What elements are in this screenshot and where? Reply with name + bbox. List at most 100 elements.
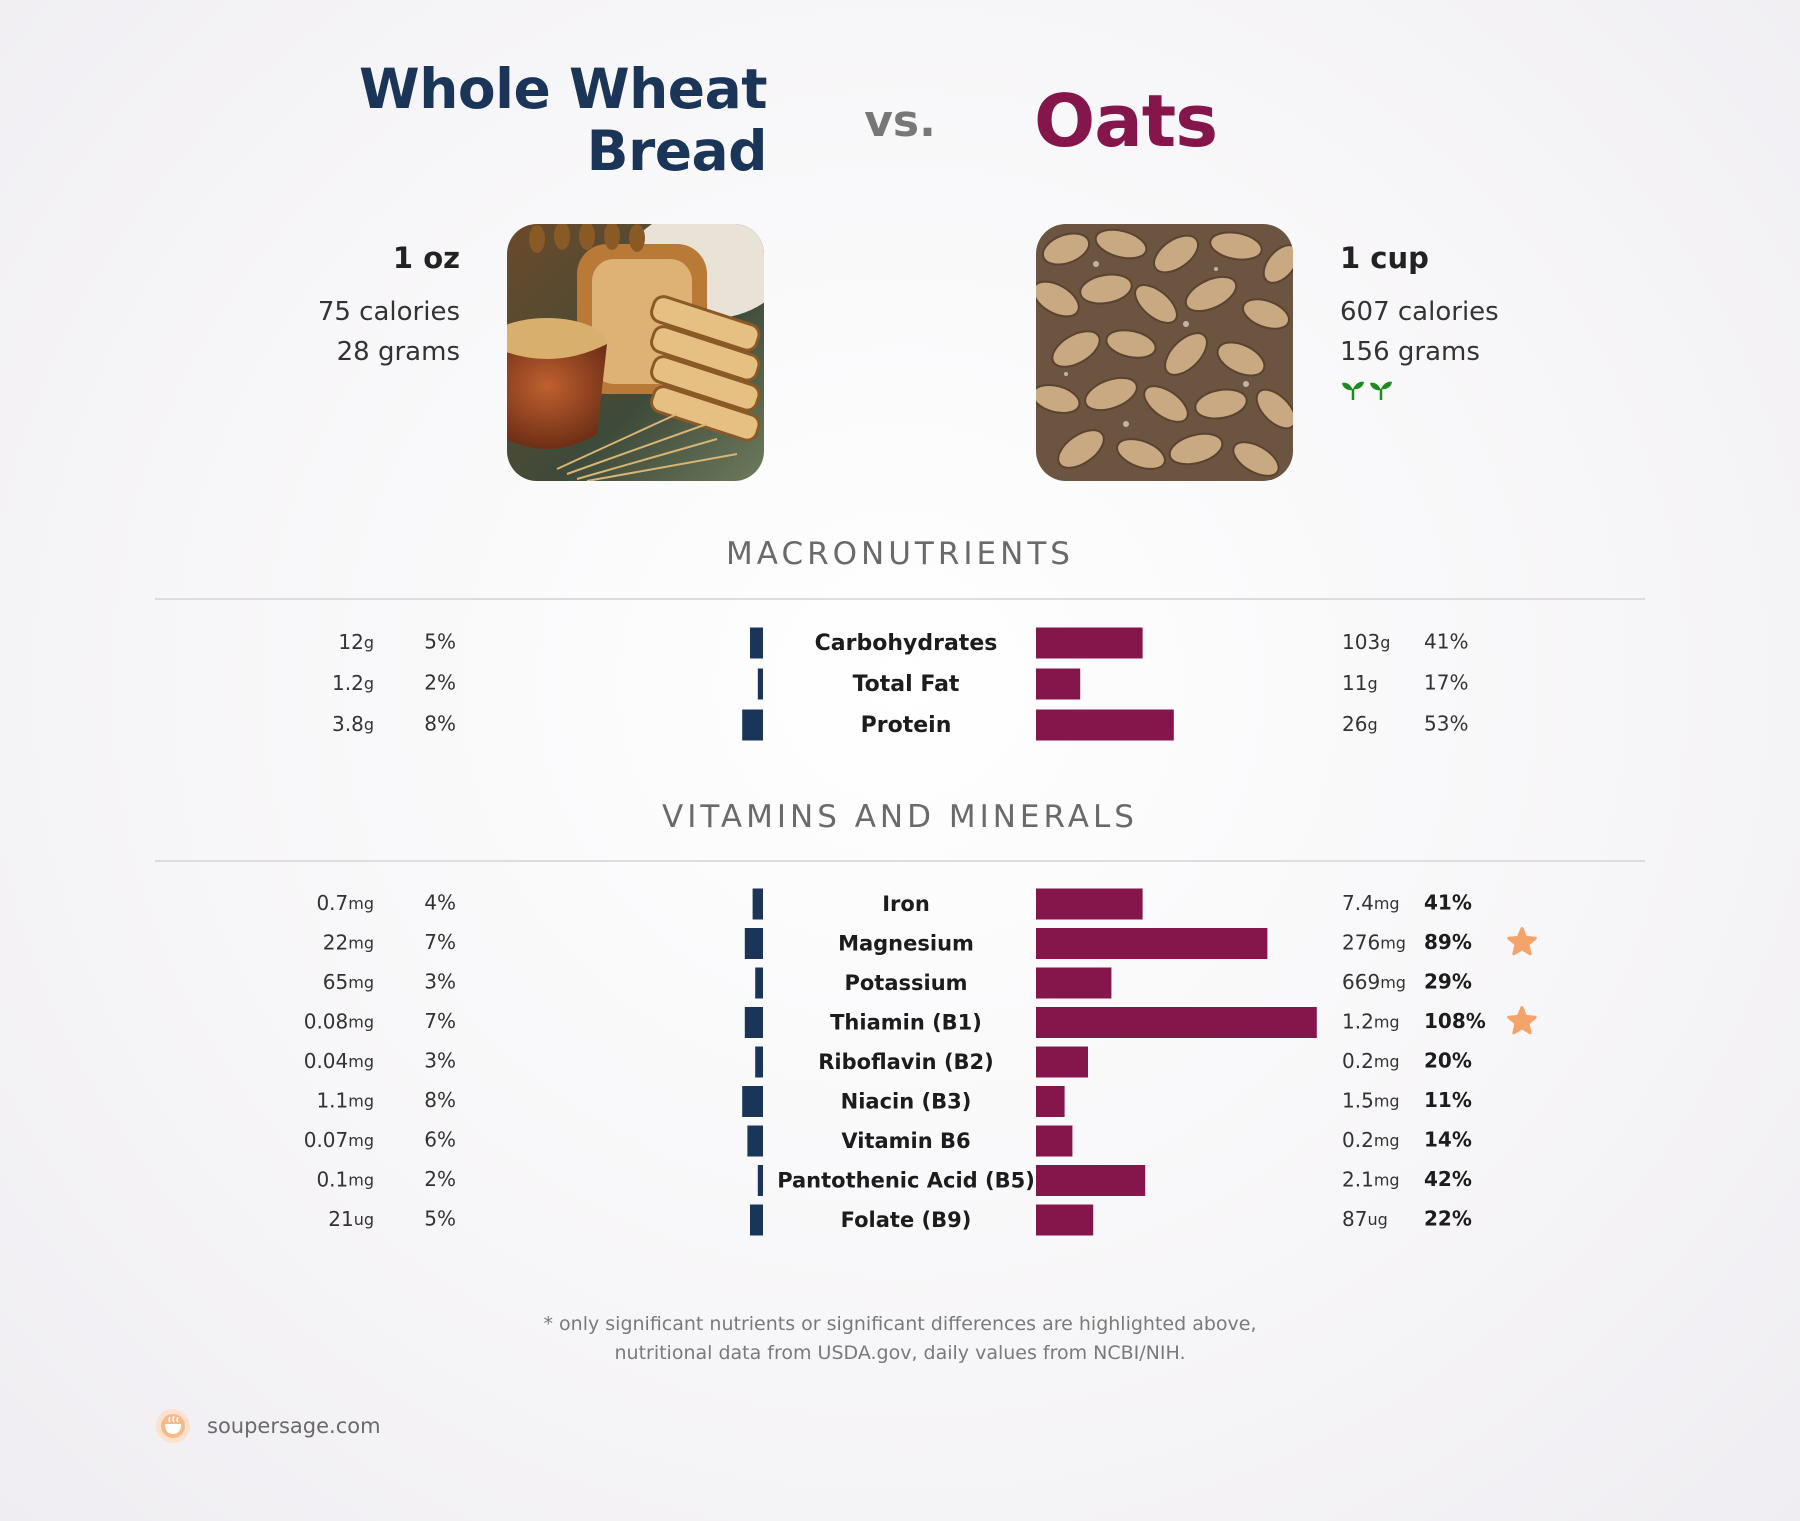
left-amount-label: 0.7mg <box>316 891 374 915</box>
right-amount-label: 669mg <box>1342 970 1406 994</box>
right-grams: 156 grams <box>1340 337 1480 367</box>
right-percent-label: 20% <box>1424 1049 1472 1073</box>
left-grams: 28 grams <box>336 337 460 367</box>
left-bar <box>750 627 763 659</box>
right-percent-label: 41% <box>1424 891 1472 915</box>
right-percent-label: 22% <box>1424 1207 1472 1231</box>
left-bar <box>757 668 763 700</box>
right-serving-info: 1 cup 607 calories 156 grams <box>1340 238 1640 402</box>
nutrient-label: Vitamin B6 <box>841 1129 970 1153</box>
nutrient-label: Potassium <box>844 971 967 995</box>
footnote-line1: * only significant nutrients or signific… <box>543 1313 1257 1335</box>
left-percent-label: 4% <box>424 891 456 915</box>
star-icon <box>1507 927 1537 956</box>
right-bar <box>1036 709 1174 741</box>
left-bar <box>757 1165 763 1196</box>
nutrient-label: Magnesium <box>838 932 974 956</box>
nutrient-label: Total Fat <box>853 672 960 697</box>
right-amount-label: 87ug <box>1342 1207 1388 1231</box>
right-amount-label: 7.4mg <box>1342 891 1400 915</box>
right-bar <box>1036 928 1268 959</box>
left-title-line1: Whole Wheat <box>359 57 767 121</box>
left-amount-label: 0.07mg <box>304 1128 374 1152</box>
left-amount-label: 21ug <box>328 1207 374 1231</box>
right-amount-label: 103g <box>1342 630 1390 654</box>
right-amount-label: 0.2mg <box>1342 1049 1400 1073</box>
left-percent-label: 7% <box>424 1009 456 1033</box>
vegan-badge <box>1340 378 1640 402</box>
right-amount-label: 11g <box>1342 671 1378 695</box>
oats-image <box>1036 224 1293 481</box>
right-amount-label: 1.5mg <box>1342 1088 1400 1112</box>
nutrient-label: Folate (B9) <box>841 1208 972 1232</box>
nutrient-label: Protein <box>861 713 952 738</box>
left-percent-label: 2% <box>424 1167 456 1191</box>
left-bar <box>744 1007 763 1038</box>
right-amount-label: 1.2mg <box>1342 1009 1400 1033</box>
left-bar <box>755 1046 763 1078</box>
left-bar <box>742 1086 763 1117</box>
right-bar <box>1036 1165 1146 1196</box>
left-amount-label: 0.1mg <box>316 1167 374 1191</box>
left-percent-label: 8% <box>424 712 456 736</box>
vitamins-divider <box>155 860 1645 862</box>
star-icon <box>1507 1006 1537 1035</box>
brand[interactable]: soupersage.com <box>155 1408 381 1444</box>
left-amount-label: 0.04mg <box>304 1049 374 1073</box>
left-serving-info: 1 oz 75 calories 28 grams <box>160 238 460 372</box>
vitamins-heading: VITAMINS AND MINERALS <box>662 799 1138 835</box>
macronutrients-divider <box>155 598 1645 600</box>
macronutrients-heading: MACRONUTRIENTS <box>726 536 1074 572</box>
right-bar <box>1036 1125 1073 1157</box>
right-bar <box>1036 668 1081 700</box>
left-amount-label: 1.1mg <box>316 1088 374 1112</box>
left-amount-label: 22mg <box>323 930 374 954</box>
left-amount-label: 0.08mg <box>304 1009 374 1033</box>
nutrient-label: Thiamin (B1) <box>830 1011 982 1035</box>
left-amount-label: 65mg <box>323 970 374 994</box>
left-bar <box>755 967 763 999</box>
left-percent-label: 7% <box>424 930 456 954</box>
left-percent-label: 5% <box>424 630 456 654</box>
right-bar <box>1036 967 1112 999</box>
footnote: * only significant nutrients or signific… <box>0 1310 1800 1368</box>
right-amount-label: 26g <box>1342 712 1378 736</box>
left-food-title: Whole Wheat Bread <box>247 58 767 182</box>
left-title-line2: Bread <box>586 119 768 183</box>
right-percent-label: 17% <box>1424 671 1468 695</box>
left-percent-label: 8% <box>424 1088 456 1112</box>
right-bar <box>1036 888 1143 920</box>
left-amount-label: 3.8g <box>332 712 374 736</box>
right-percent-label: 42% <box>1424 1167 1472 1191</box>
nutrient-label: Carbohydrates <box>815 631 998 656</box>
left-amount-label: 12g <box>338 630 374 654</box>
left-serving-size: 1 oz <box>392 241 460 275</box>
right-amount-label: 2.1mg <box>1342 1167 1400 1191</box>
nutrient-label: Pantothenic Acid (B5) <box>777 1169 1035 1193</box>
nutrient-label: Niacin (B3) <box>841 1090 972 1114</box>
right-percent-label: 89% <box>1424 930 1472 954</box>
footnote-line2: nutritional data from USDA.gov, daily va… <box>614 1342 1186 1364</box>
soup-bowl-logo-icon <box>156 1409 190 1443</box>
left-percent-label: 5% <box>424 1207 456 1231</box>
left-bar <box>747 1125 763 1157</box>
right-amount-label: 0.2mg <box>1342 1128 1400 1152</box>
right-amount-label: 276mg <box>1342 930 1406 954</box>
right-percent-label: 14% <box>1424 1128 1472 1152</box>
left-bar <box>752 888 763 920</box>
nutrient-label: Iron <box>882 892 930 916</box>
right-bar <box>1036 1086 1065 1117</box>
brand-name: soupersage.com <box>207 1414 381 1438</box>
vs-label: vs. <box>864 96 936 147</box>
right-bar <box>1036 1046 1088 1078</box>
left-bar <box>744 928 763 959</box>
right-bar <box>1036 1204 1094 1236</box>
whole-wheat-bread-image <box>507 224 764 481</box>
right-percent-label: 29% <box>1424 970 1472 994</box>
right-percent-label: 53% <box>1424 712 1468 736</box>
right-calories: 607 calories <box>1340 297 1499 327</box>
left-percent-label: 3% <box>424 1049 456 1073</box>
nutrient-label: Riboflavin (B2) <box>818 1050 994 1074</box>
left-bar <box>742 709 763 741</box>
left-percent-label: 6% <box>424 1128 456 1152</box>
